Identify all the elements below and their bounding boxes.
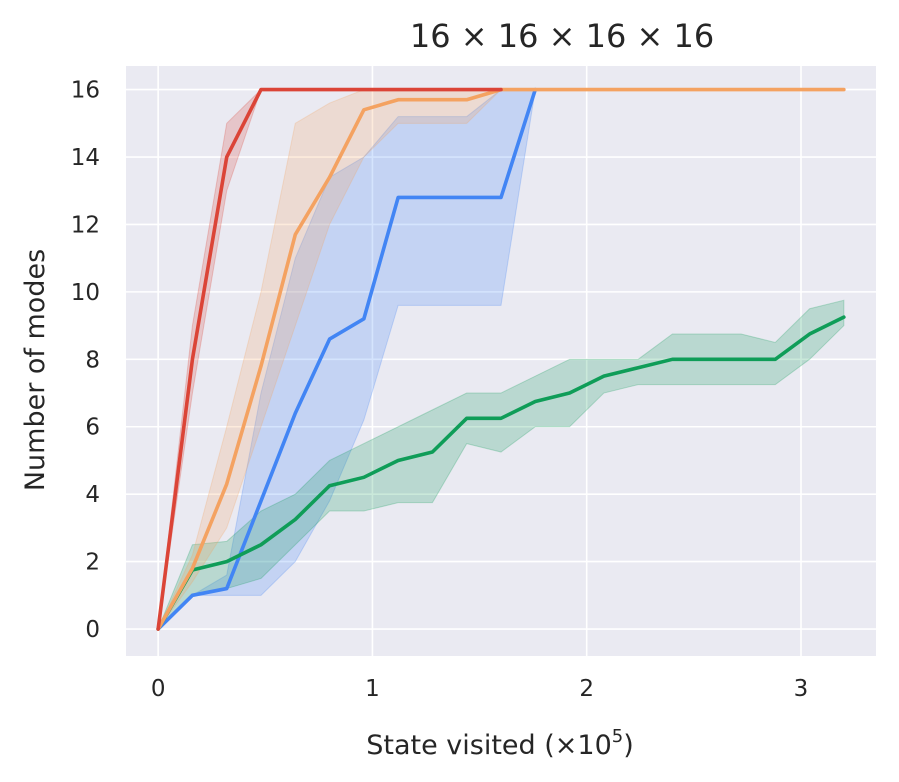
y-tick-labels: 0 2 4 6 8 10 12 14 16 bbox=[71, 78, 100, 643]
series-lines bbox=[156, 87, 846, 631]
x-tick-label: 0 bbox=[151, 676, 166, 702]
y-tick-label: 8 bbox=[85, 347, 100, 373]
y-tick-label: 14 bbox=[71, 145, 100, 171]
chart-title: 16 × 16 × 16 × 16 bbox=[410, 17, 714, 55]
y-axis-label: Number of modes bbox=[20, 249, 51, 491]
x-axis-label-suffix: ) bbox=[623, 730, 634, 761]
x-tick-label: 3 bbox=[794, 676, 809, 702]
x-axis-label-prefix: State visited (×10 bbox=[366, 730, 612, 761]
x-axis-label-exponent: 5 bbox=[612, 726, 623, 747]
grid bbox=[126, 66, 876, 656]
y-tick-label: 10 bbox=[71, 280, 100, 306]
y-tick-label: 2 bbox=[85, 550, 100, 576]
x-tick-label: 2 bbox=[579, 676, 594, 702]
y-tick-label: 0 bbox=[85, 617, 100, 643]
x-tick-labels: 0 1 2 3 bbox=[151, 676, 808, 702]
series-3-line bbox=[156, 87, 503, 631]
y-tick-label: 12 bbox=[71, 212, 100, 238]
x-axis-label: State visited (×105) bbox=[366, 726, 634, 761]
y-tick-label: 16 bbox=[71, 78, 100, 104]
series-1-line bbox=[156, 315, 846, 631]
y-tick-label: 6 bbox=[85, 415, 100, 441]
series-1-band bbox=[157, 299, 845, 630]
y-tick-label: 4 bbox=[85, 482, 100, 508]
series-0-line bbox=[156, 87, 538, 631]
x-tick-label: 1 bbox=[365, 676, 380, 702]
